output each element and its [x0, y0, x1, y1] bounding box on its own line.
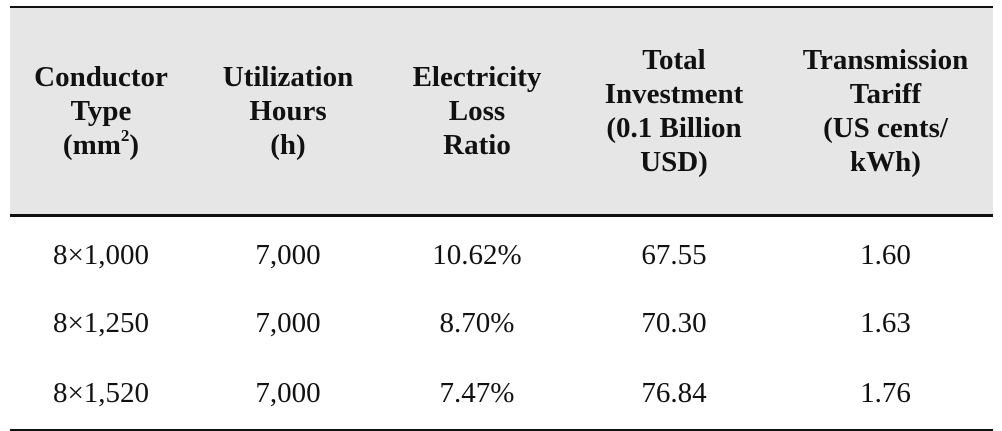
header-line: Hours: [249, 95, 327, 127]
header-conductor-type: Conductor Type (mm2): [10, 6, 192, 217]
header-line: Conductor: [34, 61, 168, 93]
header-line: Total: [642, 44, 706, 76]
table-header: Conductor Type (mm2) Utilization Hours (…: [10, 6, 993, 217]
header-unit: (mm2): [14, 126, 188, 162]
conductor-comparison-table: Conductor Type (mm2) Utilization Hours (…: [10, 6, 993, 431]
cell-total-investment: 70.30: [641, 306, 707, 339]
header-electricity-loss-ratio: Electricity Loss Ratio: [384, 6, 570, 217]
cell-total-investment: 67.55: [641, 238, 707, 271]
cell-loss-ratio: 7.47%: [384, 357, 570, 431]
table-body: 8×1,000 7,000 10.62% 67.55 1.60 8×1,250 …: [10, 216, 993, 431]
header-line: (0.1 Billion: [606, 112, 742, 144]
cell-conductor-type: 8×1,520: [10, 357, 192, 431]
header-line: Type: [70, 95, 132, 127]
header-line: kWh): [850, 146, 921, 178]
header-total-investment: Total Investment (0.1 Billion USD): [570, 6, 778, 217]
table-row: 8×1,520 7,000 7.47% 76.84 1.76: [10, 357, 993, 431]
table-row: 8×1,250 7,000 8.70% 70.30 1.63: [10, 289, 993, 357]
header-line: USD): [640, 146, 708, 178]
unit-superscript: 2: [120, 126, 130, 146]
header-line: (h): [270, 129, 306, 161]
header-utilization-hours: Utilization Hours (h): [192, 6, 384, 217]
header-line: Loss: [448, 95, 506, 127]
cell-transmission-tariff: 1.63: [860, 306, 911, 339]
cell-utilization-hours: 7,000: [255, 238, 321, 271]
cell-transmission-tariff: 1.76: [778, 357, 993, 431]
header-line: Investment: [604, 78, 744, 110]
cell-transmission-tariff: 1.60: [860, 238, 911, 271]
header-line: Electricity: [412, 61, 542, 93]
header-transmission-tariff: Transmission Tariff (US cents/ kWh): [778, 6, 993, 217]
header-row: Conductor Type (mm2) Utilization Hours (…: [10, 6, 993, 217]
cell-conductor-type: 8×1,250: [52, 306, 150, 339]
header-line: Utilization: [222, 61, 354, 93]
cell-utilization-hours: 7,000: [192, 357, 384, 431]
header-line: (US cents/: [823, 112, 948, 144]
cell-loss-ratio: 8.70%: [439, 306, 515, 339]
cell-utilization-hours: 7,000: [255, 306, 321, 339]
cell-conductor-type: 8×1,000: [52, 238, 150, 271]
table-row: 8×1,000 7,000 10.62% 67.55 1.60: [10, 216, 993, 290]
header-line: Ratio: [443, 129, 511, 161]
unit-end: ): [129, 129, 140, 161]
header-line: Tariff: [849, 78, 922, 110]
cell-total-investment: 76.84: [570, 357, 778, 431]
cell-loss-ratio: 10.62%: [432, 238, 522, 271]
unit-base: (mm: [62, 129, 121, 161]
header-line: Transmission: [802, 44, 969, 76]
